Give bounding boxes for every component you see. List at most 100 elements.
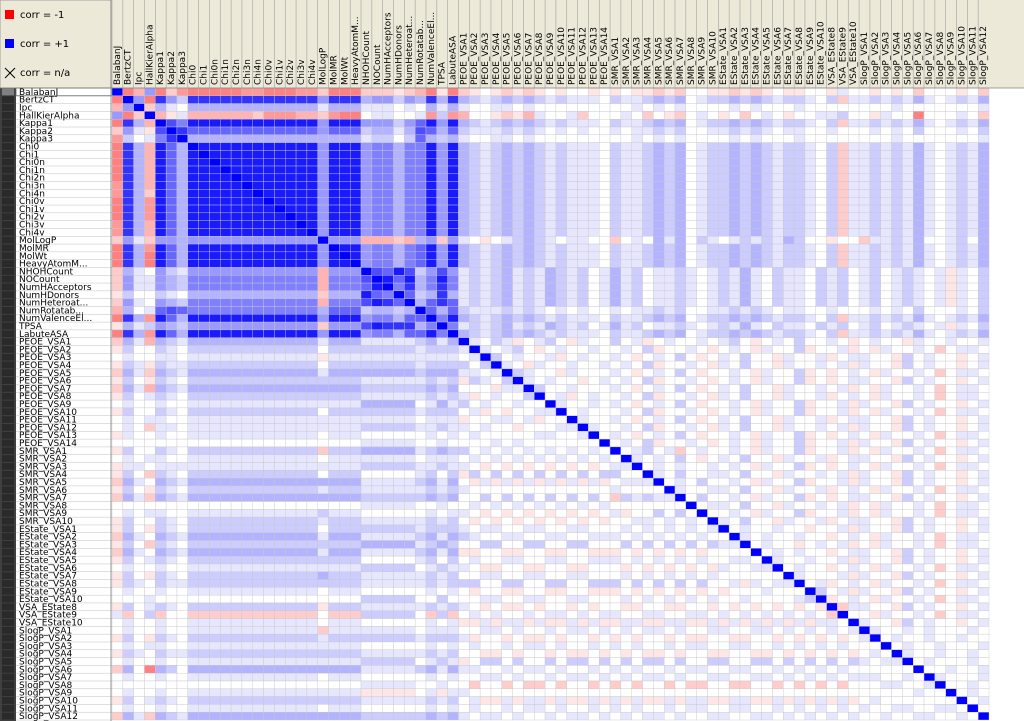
cell xyxy=(663,111,676,120)
row-selector xyxy=(2,189,14,197)
cell xyxy=(750,493,762,502)
cell xyxy=(371,126,383,136)
cell xyxy=(447,438,459,448)
cell xyxy=(577,431,589,440)
cell xyxy=(956,103,968,112)
cell xyxy=(577,134,589,143)
cell xyxy=(783,321,795,331)
cell xyxy=(436,282,448,292)
cell xyxy=(382,524,394,533)
cell xyxy=(728,204,741,214)
cell xyxy=(436,267,448,276)
cell xyxy=(393,431,405,440)
cell xyxy=(793,119,806,128)
cell xyxy=(599,360,611,370)
cell xyxy=(479,446,492,455)
cell xyxy=(653,353,665,362)
cell xyxy=(252,251,264,260)
cell xyxy=(620,259,632,268)
cell xyxy=(230,353,243,362)
cell xyxy=(371,251,383,260)
row-selector xyxy=(2,697,14,704)
cell xyxy=(599,501,611,510)
cell xyxy=(891,376,903,385)
cell xyxy=(122,282,134,292)
cell xyxy=(317,306,329,315)
cell xyxy=(306,103,318,112)
cell xyxy=(209,150,221,159)
cell xyxy=(869,95,881,104)
row-header: Chi2v xyxy=(19,213,45,223)
cell xyxy=(783,423,795,432)
cell xyxy=(534,243,546,253)
cell xyxy=(967,392,979,401)
cell xyxy=(198,360,210,370)
cell xyxy=(718,150,730,159)
cell xyxy=(523,329,535,338)
cell xyxy=(111,267,124,276)
cell xyxy=(144,165,156,175)
cell xyxy=(815,275,827,284)
cell xyxy=(252,516,264,526)
cell xyxy=(620,415,632,424)
cell xyxy=(609,204,622,214)
cell xyxy=(328,509,340,518)
cell xyxy=(133,158,145,167)
cell xyxy=(144,87,156,97)
cell xyxy=(793,376,806,385)
cell xyxy=(728,399,741,409)
cell xyxy=(869,321,881,331)
cell xyxy=(176,95,188,104)
cell xyxy=(360,493,373,502)
cell xyxy=(436,165,448,175)
cell xyxy=(285,243,297,253)
cell xyxy=(848,95,860,104)
cell xyxy=(902,345,914,354)
cell xyxy=(230,290,243,299)
cell xyxy=(913,165,925,175)
cell xyxy=(728,134,741,143)
cell xyxy=(393,345,405,354)
cell xyxy=(512,438,524,448)
cell xyxy=(945,181,957,190)
cell xyxy=(902,189,914,198)
cell xyxy=(534,423,546,432)
cell xyxy=(155,236,167,245)
cell xyxy=(371,470,383,479)
cell xyxy=(566,204,578,214)
cell xyxy=(923,111,936,120)
cell xyxy=(913,321,925,331)
cell xyxy=(425,87,438,97)
cell xyxy=(858,392,871,401)
cell xyxy=(534,220,546,229)
cell xyxy=(404,368,416,377)
cell xyxy=(469,228,481,237)
cell xyxy=(848,329,860,338)
cell xyxy=(263,189,275,198)
cell xyxy=(144,446,156,455)
cell xyxy=(382,415,394,424)
cell xyxy=(425,189,438,198)
cell xyxy=(404,119,416,128)
cell xyxy=(198,353,210,362)
cell xyxy=(653,220,665,229)
cell xyxy=(945,95,957,104)
cell xyxy=(945,384,957,393)
cell xyxy=(880,337,892,346)
cell xyxy=(967,111,979,120)
cell xyxy=(728,111,741,120)
cell xyxy=(285,314,297,323)
cell xyxy=(902,376,914,385)
cell xyxy=(544,360,557,370)
cell xyxy=(414,509,427,518)
cell xyxy=(165,321,178,331)
cell xyxy=(566,290,578,299)
cell xyxy=(934,314,946,323)
column-header: Chi1n xyxy=(221,59,231,85)
cell xyxy=(230,454,243,463)
cell xyxy=(165,376,178,385)
cell xyxy=(501,220,513,229)
cell xyxy=(902,360,914,370)
cell xyxy=(718,290,730,299)
cell xyxy=(880,431,892,440)
